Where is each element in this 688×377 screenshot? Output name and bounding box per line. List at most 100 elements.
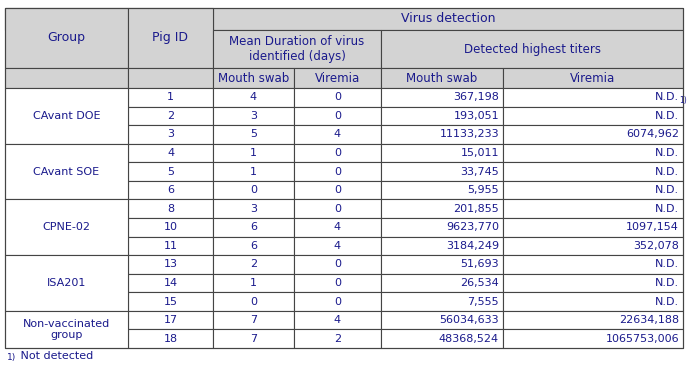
Text: 4: 4: [334, 241, 341, 251]
Bar: [381, 30, 683, 68]
Text: 4: 4: [334, 129, 341, 139]
Text: N.D.: N.D.: [655, 185, 679, 195]
Text: 9623,770: 9623,770: [446, 222, 499, 232]
Text: 352,078: 352,078: [633, 241, 679, 251]
Bar: [213, 237, 294, 255]
Text: N.D.: N.D.: [655, 148, 679, 158]
Text: 0: 0: [334, 111, 341, 121]
Text: Mouth swab: Mouth swab: [218, 72, 289, 84]
Text: 48368,524: 48368,524: [439, 334, 499, 344]
Bar: [503, 162, 683, 181]
Text: N.D.: N.D.: [655, 259, 679, 270]
Text: 17: 17: [164, 315, 178, 325]
Text: 51,693: 51,693: [460, 259, 499, 270]
Bar: [381, 255, 503, 274]
Bar: [128, 125, 213, 144]
Bar: [294, 274, 381, 292]
Bar: [381, 274, 503, 292]
Bar: [294, 255, 381, 274]
Bar: [213, 181, 294, 199]
Text: 18: 18: [164, 334, 178, 344]
Bar: [128, 107, 213, 125]
Bar: [213, 125, 294, 144]
Bar: [128, 218, 213, 237]
Bar: [381, 144, 503, 162]
Text: 7: 7: [250, 334, 257, 344]
Bar: [294, 237, 381, 255]
Text: 6074,962: 6074,962: [626, 129, 679, 139]
Bar: [128, 144, 213, 162]
Bar: [294, 144, 381, 162]
Text: 0: 0: [250, 185, 257, 195]
Bar: [213, 199, 294, 218]
Text: 4: 4: [334, 222, 341, 232]
Text: 1065753,006: 1065753,006: [605, 334, 679, 344]
Text: CAvant SOE: CAvant SOE: [34, 167, 100, 176]
Text: Mean Duration of virus
identified (days): Mean Duration of virus identified (days): [229, 35, 365, 63]
Text: 11: 11: [164, 241, 178, 251]
Text: 2: 2: [167, 111, 174, 121]
Text: 1: 1: [250, 167, 257, 176]
Bar: [381, 68, 503, 88]
Text: 0: 0: [334, 204, 341, 214]
Bar: [213, 274, 294, 292]
Bar: [294, 199, 381, 218]
Text: 2: 2: [250, 259, 257, 270]
Bar: [503, 329, 683, 348]
Text: 1): 1): [7, 353, 17, 362]
Text: 0: 0: [250, 297, 257, 307]
Text: 26,534: 26,534: [460, 278, 499, 288]
Text: Virus detection: Virus detection: [400, 12, 495, 26]
Text: 193,051: 193,051: [453, 111, 499, 121]
Text: 4: 4: [334, 315, 341, 325]
Text: 0: 0: [334, 92, 341, 102]
Text: 0: 0: [334, 167, 341, 176]
Bar: [213, 292, 294, 311]
Text: Viremia: Viremia: [570, 72, 616, 84]
Bar: [5, 68, 128, 88]
Text: 0: 0: [334, 259, 341, 270]
Bar: [381, 162, 503, 181]
Text: CPNE-02: CPNE-02: [43, 222, 91, 232]
Bar: [503, 292, 683, 311]
Text: 367,198: 367,198: [453, 92, 499, 102]
Bar: [128, 162, 213, 181]
Bar: [294, 162, 381, 181]
Bar: [503, 237, 683, 255]
Text: 15: 15: [164, 297, 178, 307]
Bar: [503, 125, 683, 144]
Text: N.D.: N.D.: [655, 297, 679, 307]
Text: 0: 0: [334, 278, 341, 288]
Text: Group: Group: [47, 32, 85, 44]
Bar: [294, 292, 381, 311]
Bar: [213, 88, 294, 107]
Text: Detected highest titers: Detected highest titers: [464, 43, 601, 55]
Text: 1097,154: 1097,154: [626, 222, 679, 232]
Bar: [213, 311, 294, 329]
Text: 2: 2: [334, 334, 341, 344]
Text: 22634,188: 22634,188: [619, 315, 679, 325]
Bar: [381, 107, 503, 125]
Bar: [503, 107, 683, 125]
Text: 3: 3: [250, 204, 257, 214]
Text: 13: 13: [164, 259, 178, 270]
Bar: [128, 274, 213, 292]
Text: 14: 14: [164, 278, 178, 288]
Bar: [213, 218, 294, 237]
Text: CAvant DOE: CAvant DOE: [33, 111, 100, 121]
Bar: [503, 199, 683, 218]
Text: 3184,249: 3184,249: [446, 241, 499, 251]
Bar: [381, 237, 503, 255]
Bar: [381, 199, 503, 218]
Bar: [128, 329, 213, 348]
Text: 15,011: 15,011: [460, 148, 499, 158]
Bar: [213, 144, 294, 162]
Bar: [294, 311, 381, 329]
Bar: [128, 88, 213, 107]
Bar: [381, 88, 503, 107]
Bar: [294, 68, 381, 88]
Text: Not detected: Not detected: [17, 351, 94, 361]
Text: 1: 1: [250, 148, 257, 158]
Text: 3: 3: [250, 111, 257, 121]
Bar: [213, 107, 294, 125]
